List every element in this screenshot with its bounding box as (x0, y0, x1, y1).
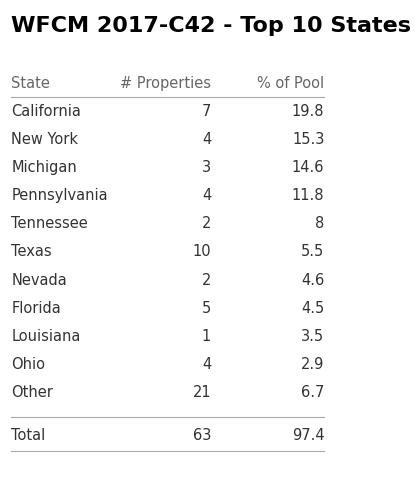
Text: 19.8: 19.8 (292, 104, 324, 119)
Text: 4.5: 4.5 (301, 300, 324, 316)
Text: 14.6: 14.6 (292, 160, 324, 175)
Text: 5.5: 5.5 (301, 244, 324, 260)
Text: State: State (11, 76, 50, 92)
Text: Florida: Florida (11, 300, 61, 316)
Text: California: California (11, 104, 81, 119)
Text: 4.6: 4.6 (301, 273, 324, 287)
Text: 3: 3 (202, 160, 211, 175)
Text: 7: 7 (202, 104, 211, 119)
Text: 3.5: 3.5 (301, 329, 324, 344)
Text: 21: 21 (192, 385, 211, 400)
Text: 1: 1 (202, 329, 211, 344)
Text: Nevada: Nevada (11, 273, 67, 287)
Text: 6.7: 6.7 (301, 385, 324, 400)
Text: New York: New York (11, 132, 79, 147)
Text: 5: 5 (202, 300, 211, 316)
Text: Tennessee: Tennessee (11, 216, 88, 231)
Text: Other: Other (11, 385, 53, 400)
Text: 4: 4 (202, 188, 211, 203)
Text: Louisiana: Louisiana (11, 329, 81, 344)
Text: 2: 2 (202, 273, 211, 287)
Text: % of Pool: % of Pool (257, 76, 324, 92)
Text: # Properties: # Properties (120, 76, 211, 92)
Text: 11.8: 11.8 (292, 188, 324, 203)
Text: 8: 8 (315, 216, 324, 231)
Text: 2: 2 (202, 216, 211, 231)
Text: Total: Total (11, 428, 46, 443)
Text: 4: 4 (202, 357, 211, 372)
Text: 97.4: 97.4 (292, 428, 324, 443)
Text: 2.9: 2.9 (301, 357, 324, 372)
Text: 10: 10 (192, 244, 211, 260)
Text: Texas: Texas (11, 244, 52, 260)
Text: WFCM 2017-C42 - Top 10 States: WFCM 2017-C42 - Top 10 States (11, 16, 411, 36)
Text: 63: 63 (193, 428, 211, 443)
Text: Pennsylvania: Pennsylvania (11, 188, 108, 203)
Text: 15.3: 15.3 (292, 132, 324, 147)
Text: Ohio: Ohio (11, 357, 45, 372)
Text: 4: 4 (202, 132, 211, 147)
Text: Michigan: Michigan (11, 160, 77, 175)
